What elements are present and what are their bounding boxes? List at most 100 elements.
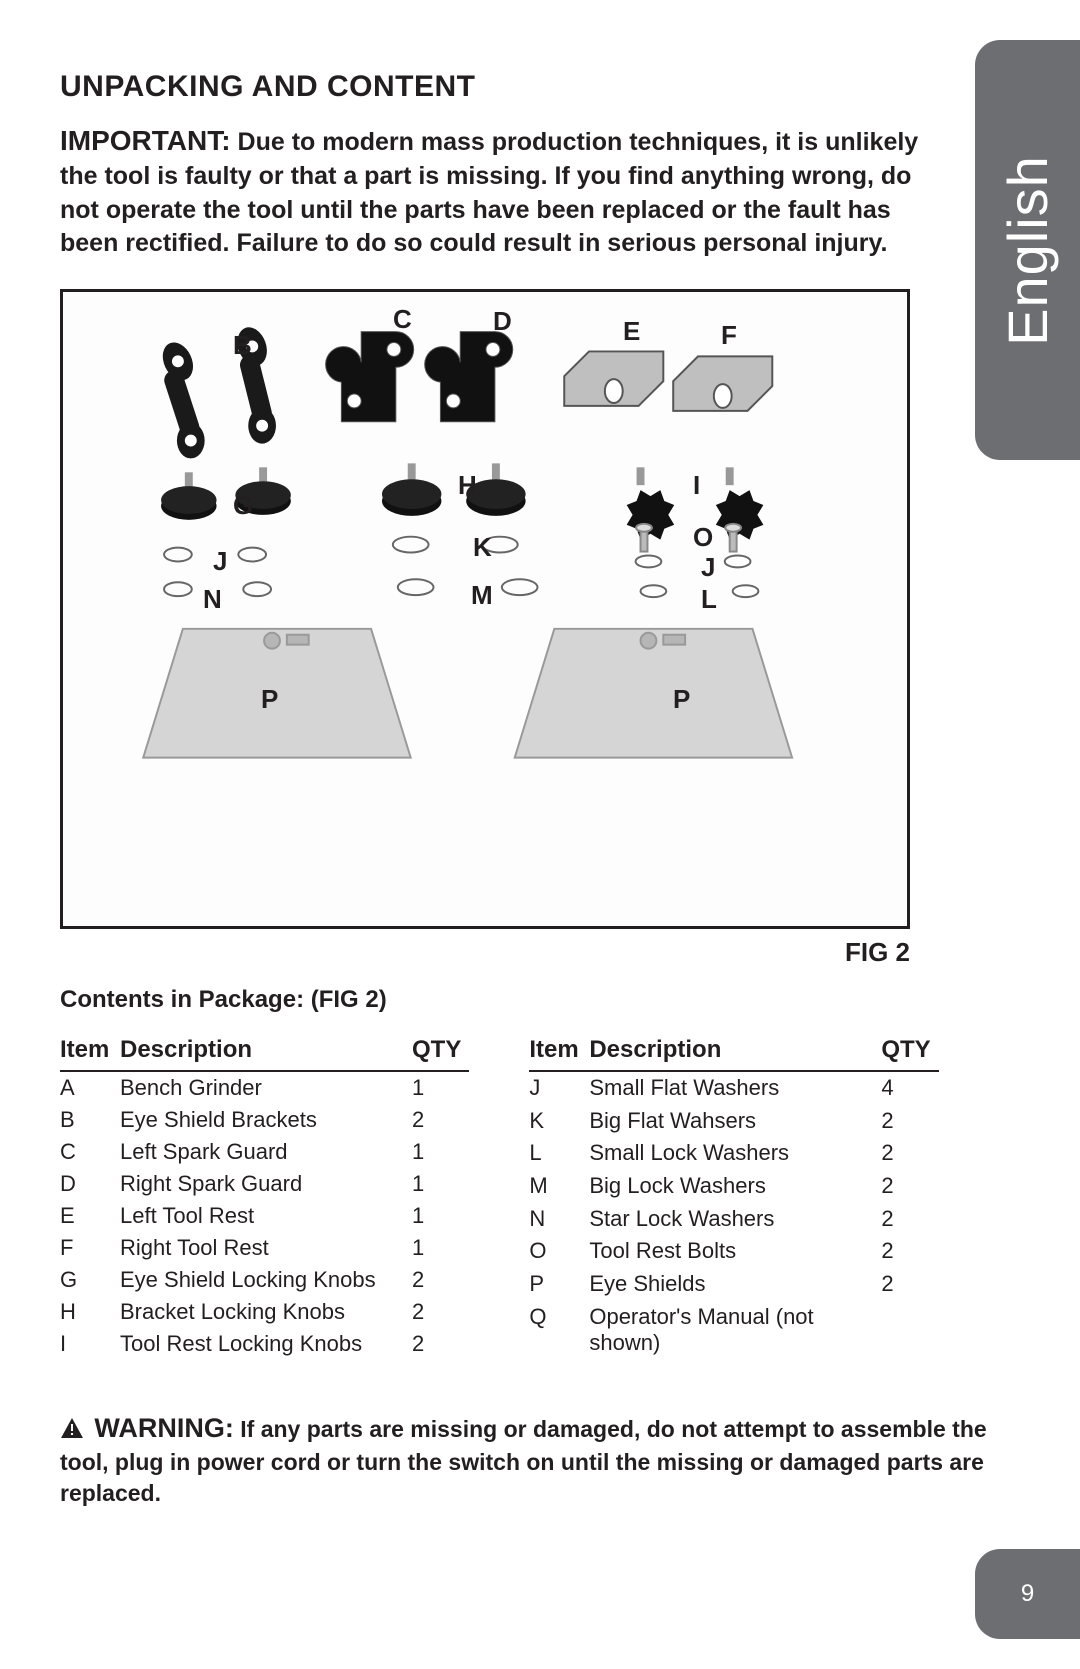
- table-row: BEye Shield Brackets2: [60, 1104, 469, 1136]
- figure-label-O: O: [693, 522, 713, 553]
- cell-item: C: [60, 1136, 120, 1168]
- warning-label: WARNING:: [94, 1413, 233, 1443]
- table-row: JSmall Flat Washers4: [529, 1071, 938, 1105]
- figure-label-C: C: [393, 304, 412, 335]
- table-row: QOperator's Manual (not shown): [529, 1301, 938, 1360]
- figure-label-G: G: [233, 490, 253, 521]
- cell-desc: Eye Shield Locking Knobs: [120, 1264, 400, 1296]
- cell-qty: 2: [400, 1328, 469, 1360]
- cell-qty: 2: [400, 1264, 469, 1296]
- th-desc: Description: [120, 1032, 400, 1071]
- cell-desc: Big Lock Washers: [589, 1170, 869, 1203]
- cell-qty: [869, 1301, 938, 1360]
- cell-qty: 2: [869, 1137, 938, 1170]
- cell-desc: Operator's Manual (not shown): [589, 1301, 869, 1360]
- cell-desc: Tool Rest Locking Knobs: [120, 1328, 400, 1360]
- cell-qty: 2: [869, 1170, 938, 1203]
- contents-caption: Contents in Package: (FIG 2): [60, 986, 1020, 1014]
- th-qty: QTY: [869, 1032, 938, 1071]
- cell-qty: 2: [869, 1203, 938, 1236]
- important-paragraph: IMPORTANT: Due to modern mass production…: [60, 122, 930, 261]
- section-title: UNPACKING AND CONTENT: [60, 70, 1020, 104]
- figure-label-E: E: [623, 316, 640, 347]
- figure-label-F: F: [721, 320, 737, 351]
- cell-qty: 1: [400, 1168, 469, 1200]
- warning-paragraph: WARNING: If any parts are missing or dam…: [60, 1410, 990, 1509]
- table-row: GEye Shield Locking Knobs2: [60, 1264, 469, 1296]
- table-row: OTool Rest Bolts2: [529, 1235, 938, 1268]
- cell-item: M: [529, 1170, 589, 1203]
- cell-desc: Bracket Locking Knobs: [120, 1296, 400, 1328]
- cell-qty: 1: [400, 1200, 469, 1232]
- cell-item: O: [529, 1235, 589, 1268]
- page-content: UNPACKING AND CONTENT IMPORTANT: Due to …: [0, 0, 1080, 1669]
- figure-label-N: N: [203, 584, 222, 615]
- figure-label-B: B: [233, 330, 252, 361]
- figure-label-P: P: [673, 684, 690, 715]
- cell-item: D: [60, 1168, 120, 1200]
- warning-icon: [60, 1416, 84, 1447]
- cell-desc: Small Flat Washers: [589, 1071, 869, 1105]
- cell-desc: Big Flat Wahsers: [589, 1105, 869, 1138]
- table-row: LSmall Lock Washers2: [529, 1137, 938, 1170]
- table-row: KBig Flat Wahsers2: [529, 1105, 938, 1138]
- cell-item: F: [60, 1232, 120, 1264]
- figure-label-J: J: [213, 546, 227, 577]
- cell-item: H: [60, 1296, 120, 1328]
- cell-item: J: [529, 1071, 589, 1105]
- cell-desc: Left Tool Rest: [120, 1200, 400, 1232]
- th-qty: QTY: [400, 1032, 469, 1071]
- cell-item: L: [529, 1137, 589, 1170]
- cell-desc: Star Lock Washers: [589, 1203, 869, 1236]
- figure-label-K: K: [473, 532, 492, 563]
- table-row: ITool Rest Locking Knobs2: [60, 1328, 469, 1360]
- table-row: MBig Lock Washers2: [529, 1170, 938, 1203]
- cell-item: K: [529, 1105, 589, 1138]
- cell-desc: Left Spark Guard: [120, 1136, 400, 1168]
- cell-qty: 2: [869, 1268, 938, 1301]
- table-row: DRight Spark Guard1: [60, 1168, 469, 1200]
- cell-qty: 1: [400, 1136, 469, 1168]
- cell-item: I: [60, 1328, 120, 1360]
- cell-qty: 4: [869, 1071, 938, 1105]
- figure-label-P: P: [261, 684, 278, 715]
- cell-item: E: [60, 1200, 120, 1232]
- cell-qty: 2: [400, 1296, 469, 1328]
- table-row: ELeft Tool Rest1: [60, 1200, 469, 1232]
- cell-desc: Right Tool Rest: [120, 1232, 400, 1264]
- figure-caption: FIG 2: [60, 937, 910, 968]
- cell-desc: Eye Shield Brackets: [120, 1104, 400, 1136]
- cell-desc: Eye Shields: [589, 1268, 869, 1301]
- cell-desc: Bench Grinder: [120, 1071, 400, 1104]
- th-item: Item: [529, 1032, 589, 1071]
- table-row: HBracket Locking Knobs2: [60, 1296, 469, 1328]
- th-desc: Description: [589, 1032, 869, 1071]
- cell-qty: 2: [869, 1105, 938, 1138]
- cell-qty: 2: [869, 1235, 938, 1268]
- parts-table-right: Item Description QTY JSmall Flat Washers…: [529, 1032, 938, 1360]
- figure-label-I: I: [693, 470, 700, 501]
- cell-item: A: [60, 1071, 120, 1104]
- parts-table-left: Item Description QTY ABench Grinder1BEye…: [60, 1032, 469, 1360]
- cell-item: G: [60, 1264, 120, 1296]
- cell-item: Q: [529, 1301, 589, 1360]
- table-row: CLeft Spark Guard1: [60, 1136, 469, 1168]
- cell-item: B: [60, 1104, 120, 1136]
- figure-label-D: D: [493, 306, 512, 337]
- parts-tables: Item Description QTY ABench Grinder1BEye…: [60, 1032, 980, 1360]
- cell-desc: Right Spark Guard: [120, 1168, 400, 1200]
- important-label: IMPORTANT:: [60, 125, 231, 156]
- figure-label-J: J: [701, 552, 715, 583]
- figure-2: BCDEFGHIJKOJNMLPP: [60, 289, 910, 929]
- table-row: NStar Lock Washers2: [529, 1203, 938, 1236]
- table-row: ABench Grinder1: [60, 1071, 469, 1104]
- figure-label-H: H: [458, 470, 477, 501]
- cell-qty: 2: [400, 1104, 469, 1136]
- cell-desc: Tool Rest Bolts: [589, 1235, 869, 1268]
- cell-qty: 1: [400, 1232, 469, 1264]
- cell-desc: Small Lock Washers: [589, 1137, 869, 1170]
- figure-label-L: L: [701, 584, 717, 615]
- table-row: FRight Tool Rest1: [60, 1232, 469, 1264]
- th-item: Item: [60, 1032, 120, 1071]
- cell-item: P: [529, 1268, 589, 1301]
